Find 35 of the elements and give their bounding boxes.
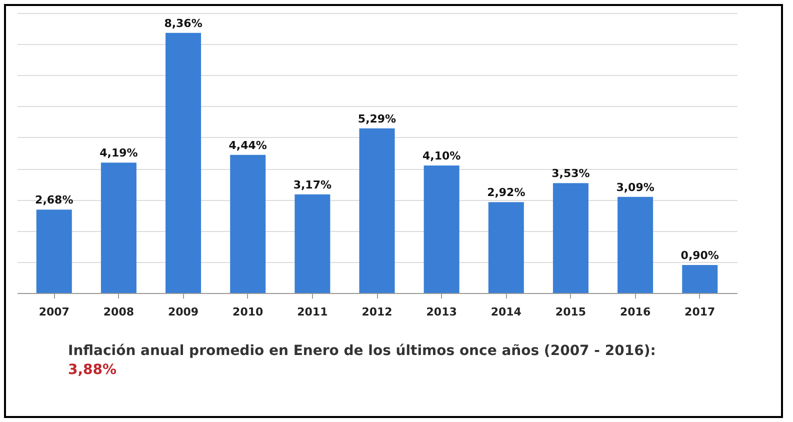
bar bbox=[424, 165, 460, 293]
bar bbox=[488, 202, 524, 293]
data-label: 4,19% bbox=[100, 146, 138, 160]
data-label: 4,10% bbox=[422, 149, 461, 162]
bar bbox=[36, 210, 72, 293]
data-label: 0,90% bbox=[680, 249, 719, 262]
data-label: 3,09% bbox=[616, 180, 654, 194]
bar bbox=[230, 154, 266, 293]
x-tick-label: 2015 bbox=[555, 306, 586, 318]
text: Inflación anual promedio en Enero de los últimos once años (2007 - 2016): bbox=[68, 343, 656, 359]
x-tick-label: 2012 bbox=[362, 306, 392, 318]
bar bbox=[100, 162, 136, 293]
x-tick-label: 2008 bbox=[103, 306, 134, 318]
x-tick-label: 2009 bbox=[168, 306, 199, 318]
data-label: 5,29% bbox=[358, 112, 396, 126]
bar bbox=[682, 265, 718, 293]
x-tick-label: 2017 bbox=[684, 306, 716, 318]
bar bbox=[618, 196, 654, 293]
data-label: 3,17% bbox=[293, 178, 332, 192]
data-label: 4,44% bbox=[228, 138, 267, 152]
x-tick-label: 2010 bbox=[232, 306, 264, 318]
x-tick-label: 2016 bbox=[620, 306, 651, 318]
bar bbox=[552, 183, 588, 293]
x-tick-label: 2011 bbox=[297, 306, 328, 318]
text: 3,88% bbox=[68, 362, 117, 378]
x-tick-label: 2014 bbox=[490, 306, 522, 318]
data-label: 3,53% bbox=[552, 167, 590, 180]
data-label: 8,36% bbox=[164, 16, 202, 30]
bar bbox=[166, 32, 202, 293]
bar bbox=[359, 128, 395, 293]
x-tick-label: 2007 bbox=[38, 306, 70, 318]
data-label: 2,68% bbox=[35, 194, 74, 207]
x-tick-label: 2013 bbox=[426, 306, 457, 318]
data-label: 2,92% bbox=[487, 186, 526, 200]
bar bbox=[294, 194, 330, 293]
